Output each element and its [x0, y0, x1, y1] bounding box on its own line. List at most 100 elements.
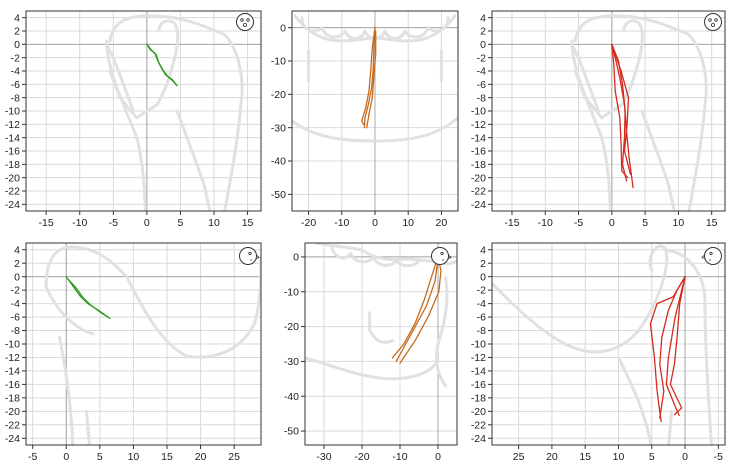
- jaw-outline: [570, 14, 708, 211]
- y-tick-label: -14: [5, 366, 20, 378]
- jaw-outline-path: [330, 245, 421, 268]
- y-tick-label: 2: [480, 258, 486, 270]
- y-tick-label: 0: [480, 271, 486, 283]
- y-tick-label: -10: [5, 339, 20, 351]
- series-line-4: [665, 276, 686, 417]
- y-tick-label: -20: [5, 406, 20, 418]
- face-icon-eye: [246, 18, 250, 22]
- face-icon-outline: [236, 13, 254, 31]
- y-tick-label: -20: [471, 172, 486, 184]
- y-tick-label: -12: [5, 352, 20, 364]
- face-icon-eye: [248, 251, 252, 256]
- x-tick-label: 0: [372, 217, 378, 229]
- jaw-outline-path: [314, 243, 457, 266]
- zero-axes: [292, 11, 458, 211]
- y-tick-label: -2: [11, 285, 20, 297]
- face-icon-nose: [256, 254, 260, 259]
- data-series: [611, 43, 634, 189]
- y-tick-label: -18: [5, 392, 20, 404]
- grid-lines: [492, 243, 725, 445]
- y-tick-label: -2: [11, 52, 20, 64]
- data-series: [146, 43, 178, 87]
- y-tick-label: -14: [471, 132, 486, 144]
- series-line-4: [611, 43, 632, 175]
- x-tick-label: -10: [538, 217, 553, 229]
- jaw-outline-path: [573, 14, 708, 211]
- y-tick-label: 4: [14, 12, 20, 24]
- series-line-3: [669, 276, 686, 416]
- y-tick-label: -6: [477, 79, 486, 91]
- x-tick-label: 10: [208, 217, 220, 229]
- x-tick-label: 25: [228, 451, 240, 463]
- series-line-2: [361, 27, 376, 125]
- x-tick-label: -30: [316, 451, 331, 463]
- x-tick-label: 15: [579, 451, 591, 463]
- x-tick-label: 5: [649, 451, 655, 463]
- x-tick-label: 25: [513, 451, 525, 463]
- series-line-3: [366, 30, 377, 129]
- jaw-outline-path: [292, 116, 458, 143]
- face-icon-nose: [448, 254, 452, 259]
- y-tick-label: -22: [471, 186, 486, 198]
- x-tick-label: 0: [682, 451, 688, 463]
- jaw-outline-path: [157, 19, 180, 73]
- face-icon-eye: [240, 18, 244, 22]
- data-series: [361, 27, 377, 129]
- x-tick-label: 0: [435, 451, 441, 463]
- jaw-outline-path: [640, 109, 676, 211]
- y-tick-label: 4: [14, 244, 20, 256]
- y-tick-label: -16: [5, 146, 20, 158]
- x-tick-label: -5: [28, 451, 37, 463]
- data-series: [65, 276, 111, 320]
- y-tick-label: -12: [471, 119, 486, 131]
- face-icon-nose: [701, 254, 705, 259]
- jaw-outline-path: [58, 335, 75, 445]
- jaw-outline-path: [570, 42, 600, 113]
- series-line-1: [363, 27, 376, 129]
- face-icon-2: [704, 13, 722, 31]
- jaw-outline-path: [622, 19, 644, 73]
- tick-marks: 25 20 15 10 5 0 -5420-2-4-6-8-10-12-14-16-18-2…: [471, 244, 723, 463]
- y-tick-label: 4: [480, 12, 486, 24]
- x-tick-label: -15: [504, 217, 519, 229]
- y-tick-label: -8: [477, 325, 486, 337]
- face-icon-eye: [708, 18, 712, 22]
- y-tick-label: -14: [5, 132, 20, 144]
- tick-marks: -20 -10 0 10 20 0 -10 -20 -30 -40 -50: [271, 22, 448, 229]
- jaw-outline-path: [175, 109, 212, 211]
- chart-panel-4: -5 0 5 10 15 20 25420-2-4-6-8-10-12-14-16-18-2…: [5, 242, 262, 463]
- face-icon-0: [236, 13, 254, 31]
- jaw-outline-path: [44, 285, 95, 336]
- jaw-outline-path: [663, 248, 713, 445]
- x-tick-label: -10: [392, 451, 407, 463]
- face-icon-3: [239, 247, 260, 265]
- y-tick-label: -22: [5, 186, 20, 198]
- y-tick-label: -40: [271, 156, 286, 168]
- y-tick-label: -6: [477, 312, 486, 324]
- x-tick-label: 0: [609, 217, 615, 229]
- face-icon-5: [701, 247, 722, 265]
- jaw-outline-path: [617, 356, 653, 445]
- y-tick-label: -50: [271, 189, 286, 201]
- tick-marks: -15 -10 -5 0 5 10 15420-2-4-6-8-10-12-14-16-18…: [471, 12, 718, 229]
- x-tick-label: 5: [178, 217, 184, 229]
- grid-lines: [492, 11, 725, 211]
- y-tick-label: -24: [471, 199, 486, 211]
- y-tick-label: -20: [284, 321, 299, 333]
- y-tick-label: 2: [14, 258, 20, 270]
- x-tick-label: -20: [301, 217, 316, 229]
- series-line-3: [395, 258, 439, 363]
- y-tick-label: -2: [477, 52, 486, 64]
- x-tick-label: 20: [546, 451, 558, 463]
- y-tick-label: -6: [11, 79, 20, 91]
- jaw-outline-path: [570, 39, 612, 211]
- y-tick-label: -4: [11, 298, 20, 310]
- x-tick-label: -5: [714, 451, 723, 463]
- y-tick-label: -16: [5, 379, 20, 391]
- y-tick-label: -10: [471, 106, 486, 118]
- series-line-2: [649, 276, 686, 423]
- jaw-outline-path: [667, 409, 674, 445]
- x-tick-label: 15: [706, 217, 718, 229]
- y-tick-label: -4: [11, 66, 20, 78]
- y-tick-label: -40: [284, 391, 299, 403]
